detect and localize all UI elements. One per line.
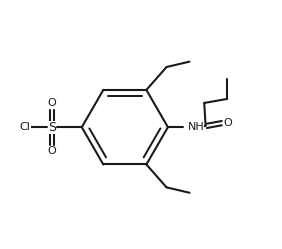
Text: O: O <box>223 118 232 128</box>
Text: O: O <box>48 98 57 108</box>
Text: Cl: Cl <box>20 122 31 132</box>
Text: O: O <box>48 146 57 156</box>
Text: S: S <box>48 121 56 134</box>
Text: NH: NH <box>188 122 204 132</box>
